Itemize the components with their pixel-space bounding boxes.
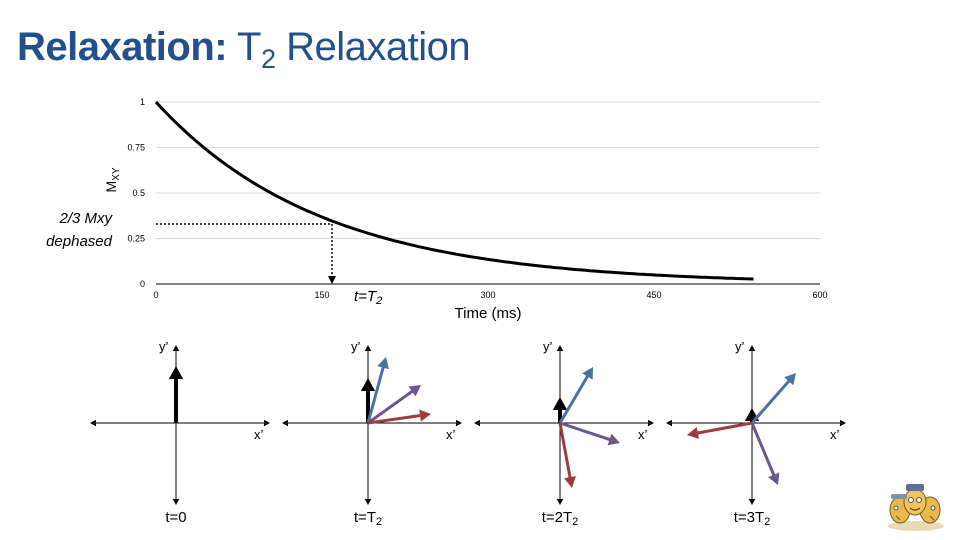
y-axis-arrow-down [748, 499, 756, 505]
y-tick-label: 0.5 [132, 188, 145, 198]
phase-time-label: t=3T2 [734, 509, 771, 528]
decay-chart: 0 0.25 0.5 0.75 1 0 150 300 450 600 MXY Time (ms… [46, 97, 827, 322]
x-prime-label: x’ [254, 427, 264, 442]
vector-arrowhead [168, 366, 184, 379]
y-prime-label: y’ [159, 339, 169, 354]
x-prime-label: x’ [638, 427, 648, 442]
x-axis-arrow-left [474, 419, 480, 427]
decay-curve [154, 100, 754, 281]
x-tick-label: 300 [480, 290, 495, 300]
chart-grid [156, 101, 820, 239]
magnetization-vector [367, 413, 423, 425]
phase-diagram: y’ x’ t=T2 [282, 339, 462, 528]
title-main: T [237, 25, 261, 69]
x-axis-arrow-left [90, 419, 96, 427]
title-bold: Relaxation: [17, 25, 228, 69]
y-axis-arrow-down [172, 499, 180, 505]
x-axis-arrow-right [648, 419, 654, 427]
y-axis-arrow-up [556, 345, 564, 351]
y-axis-arrow-up [172, 345, 180, 351]
x-tick-label: 450 [646, 290, 661, 300]
magnetization-vector [558, 422, 572, 480]
magnetization-vector [559, 421, 613, 442]
phase-diagram: y’ x’ t=3T2 [666, 339, 846, 528]
magnetization-vector [695, 421, 753, 435]
annotation-line-1: 2/3 Mxy [58, 210, 113, 227]
phase-time-label: t=0 [165, 509, 186, 526]
x-axis-arrow-right [264, 419, 270, 427]
cartoon-logo-icon [888, 484, 944, 531]
vector-arrowhead [408, 385, 421, 397]
magnetization-vector [367, 388, 415, 425]
y-axis-arrow-down [364, 499, 372, 505]
phase-time-label: t=T2 [354, 509, 382, 528]
y-tick-label: 0.75 [127, 143, 145, 153]
vector-arrowhead [582, 367, 593, 380]
annotation-line-2: dephased [46, 233, 113, 250]
y-axis-label: MXY [103, 167, 122, 192]
x-tick-labels: 0 150 300 450 600 [153, 290, 827, 300]
x-axis-arrow-right [840, 419, 846, 427]
vector-arrowhead [419, 409, 431, 422]
x-axis-label: Time (ms) [455, 305, 522, 322]
vector-arrowhead [564, 476, 576, 488]
phase-diagram: y’ x’ t=2T2 [474, 339, 654, 528]
vector-arrowhead [768, 472, 780, 485]
y-tick-labels: 0 0.25 0.5 0.75 1 [127, 97, 145, 289]
y-prime-label: y’ [543, 339, 553, 354]
y-axis-arrow-up [364, 345, 372, 351]
y-axis-arrow-down [556, 499, 564, 505]
title-subscript: 2 [260, 44, 276, 74]
x-axis-arrow-left [282, 419, 288, 427]
title-rest: Relaxation [275, 25, 471, 69]
slide-title: Relaxation: T2 Relaxation [17, 22, 471, 76]
x-axis-arrow-right [456, 419, 462, 427]
y-tick-label: 1 [140, 97, 145, 107]
x-prime-label: x’ [830, 427, 840, 442]
x-tick-label: 0 [153, 290, 158, 300]
magnetization-vector [750, 422, 776, 478]
time-guide-arrowhead [328, 276, 336, 284]
y-tick-label: 0.25 [127, 234, 145, 244]
y-prime-label: y’ [351, 339, 361, 354]
t2-marker-label: t=T2 [354, 288, 382, 307]
magnetization-vector [366, 365, 386, 424]
magnetization-vector [558, 373, 590, 424]
phase-time-label: t=2T2 [542, 509, 579, 528]
x-tick-label: 600 [812, 290, 827, 300]
y-prime-label: y’ [735, 339, 745, 354]
x-axis-arrow-left [666, 419, 672, 427]
magnetization-vector [750, 378, 792, 424]
x-prime-label: x’ [446, 427, 456, 442]
vector-arrowhead [552, 397, 568, 410]
vector-arrowhead [607, 433, 620, 446]
vector-arrowhead [377, 357, 389, 370]
phase-diagrams: y’ x’ t=0 y’ x’ t=T2 y’ x’ t=2T2 y’ x’ t=3T2 [90, 339, 846, 528]
y-tick-label: 0 [140, 279, 145, 289]
phase-diagram: y’ x’ t=0 [90, 339, 270, 526]
vector-arrowhead [687, 427, 699, 439]
x-tick-label: 150 [314, 290, 329, 300]
y-axis-arrow-up [748, 345, 756, 351]
vector-arrowhead [360, 378, 376, 391]
vector-arrowhead [784, 373, 796, 386]
